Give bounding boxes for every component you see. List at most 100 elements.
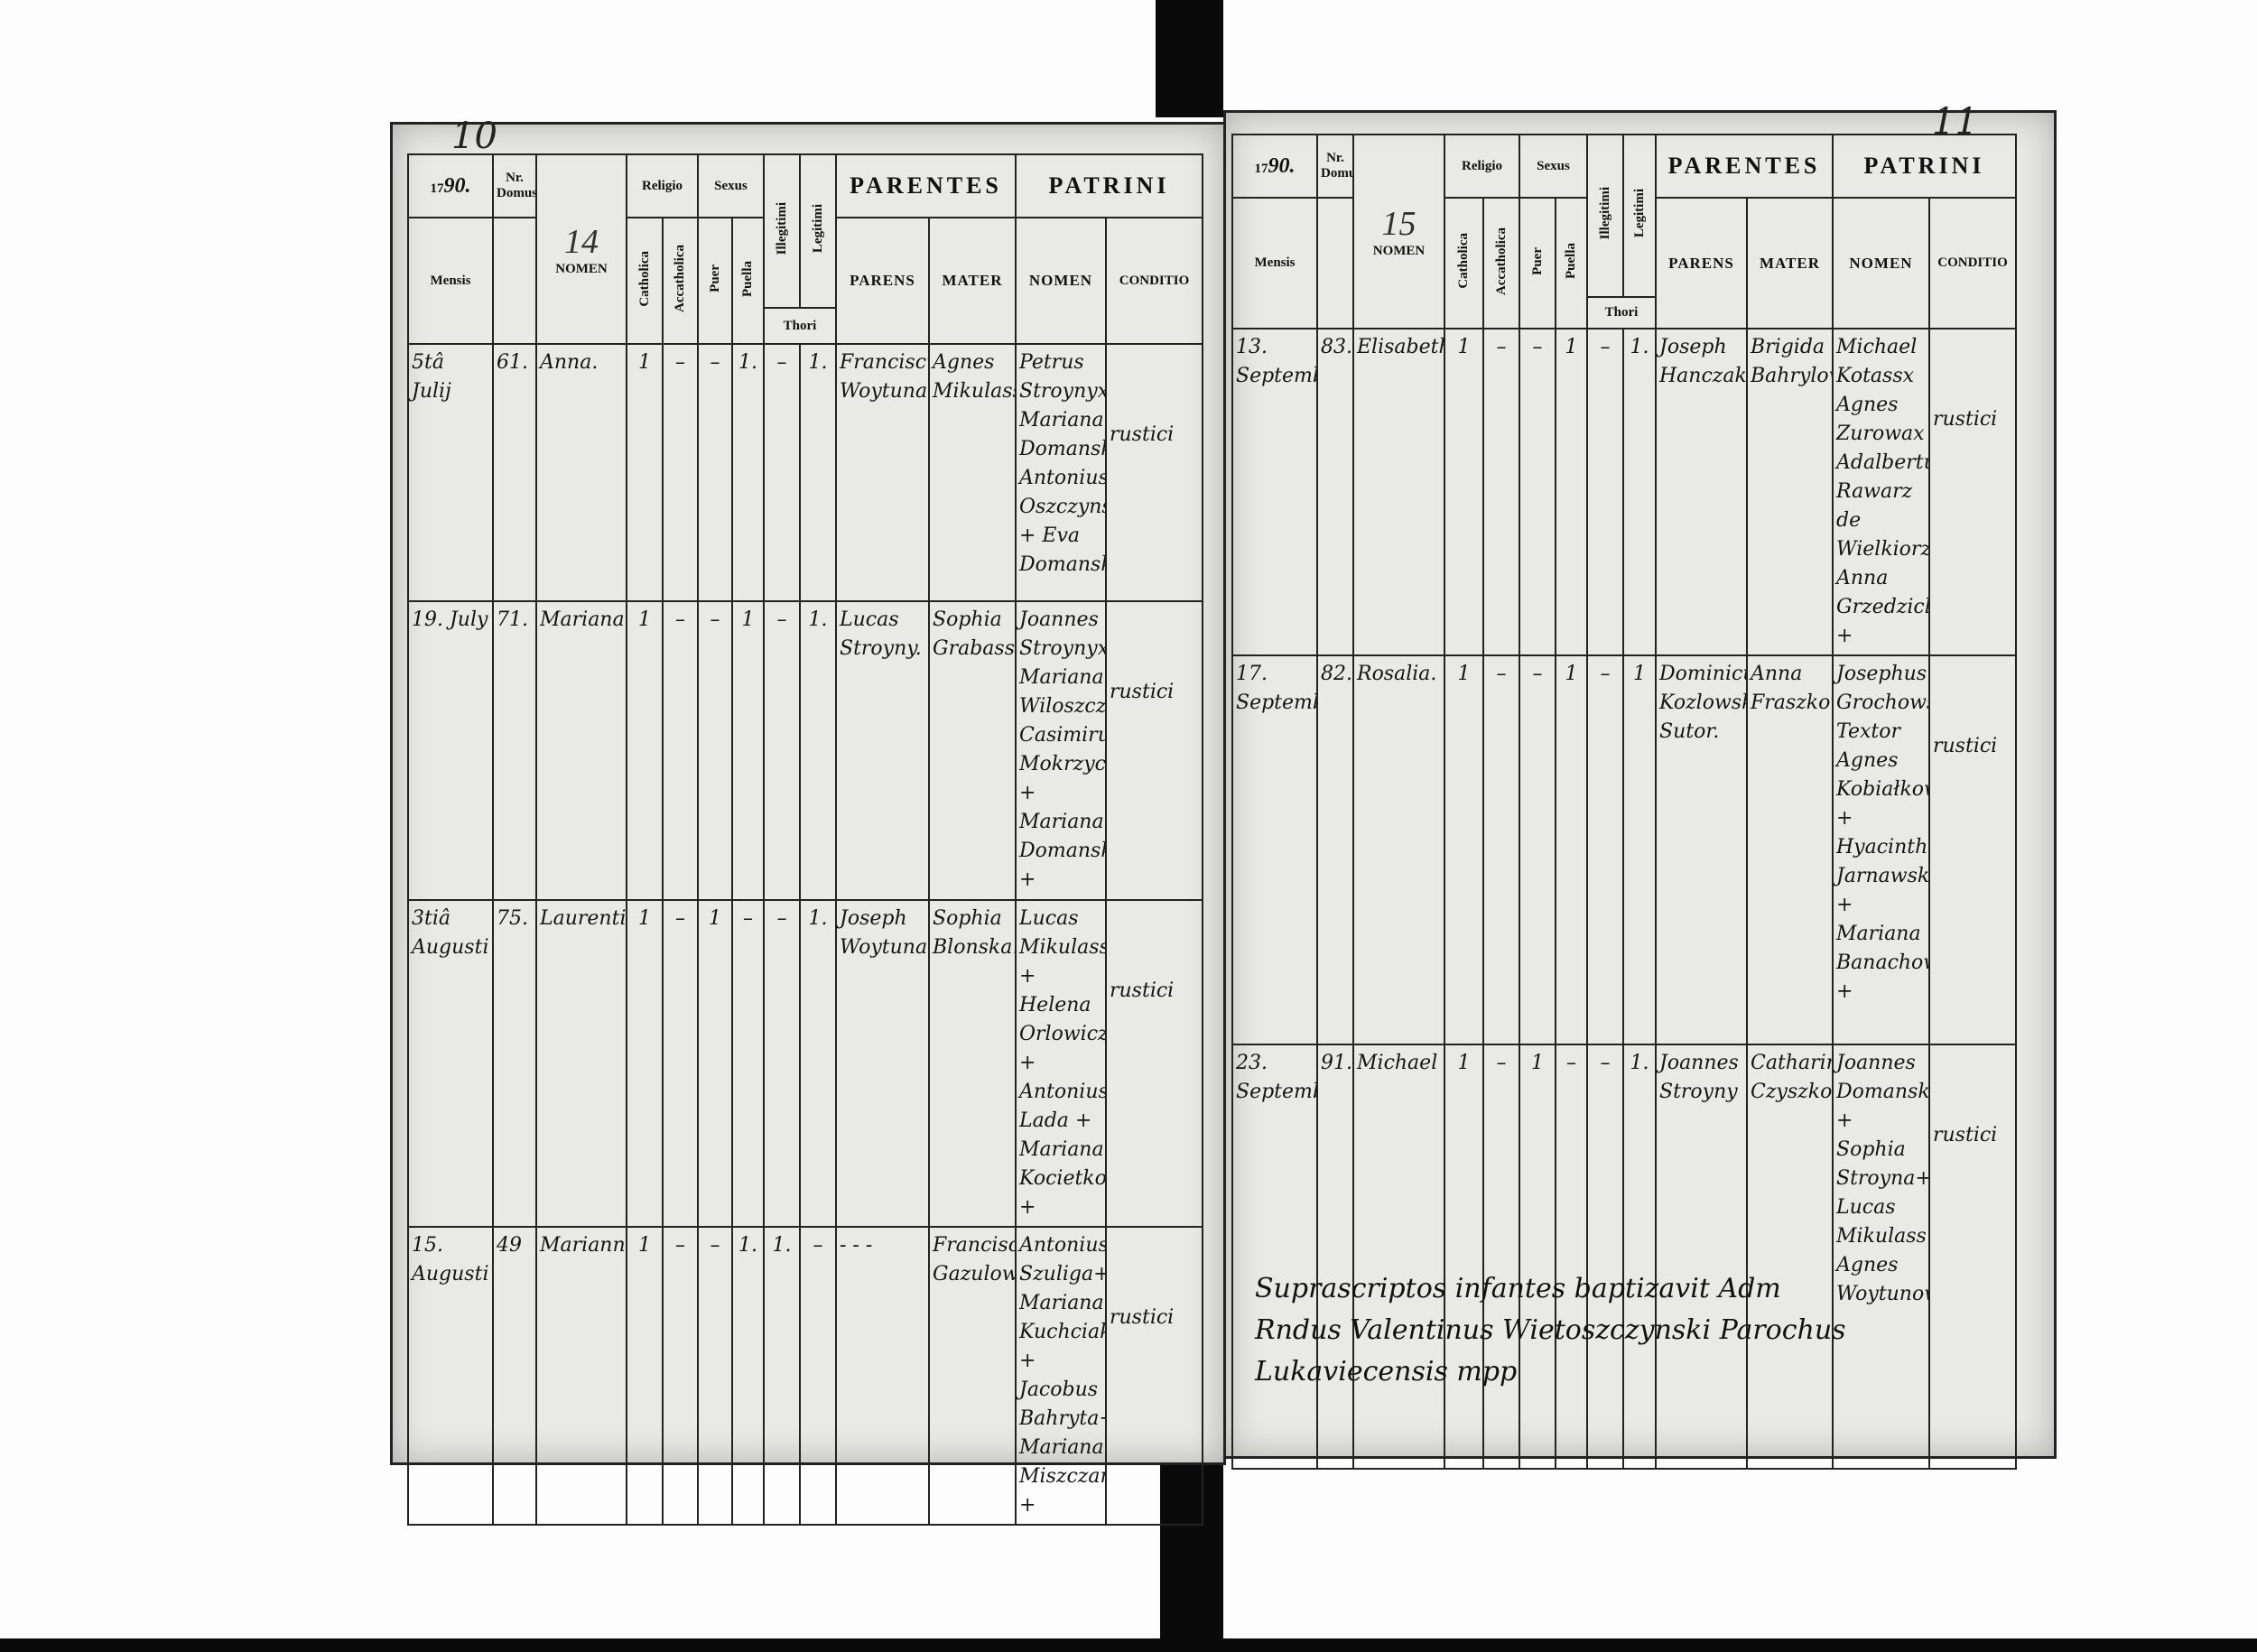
entry-date: 19. July — [407, 600, 494, 901]
entry-conditio: rustici — [1105, 343, 1203, 602]
entry-patrini: Michael Kotassx Agnes Zurowax Adalbertus… — [1832, 328, 1930, 656]
entry-date-text: 13. Septembris — [1236, 336, 1315, 387]
entry-catholica-text: 1 — [1457, 663, 1471, 685]
sexus-header-text: Sexus — [1537, 158, 1570, 173]
entry-nr-text: 75. — [497, 907, 528, 930]
entry-date-text: 5tâ Julij — [412, 351, 451, 403]
patrini-nomen-header-text: NOMEN — [1028, 272, 1093, 289]
entry-illegitimi-text: – — [1600, 336, 1611, 358]
entry-legitimi: 1. — [1622, 328, 1657, 656]
entry-nr-text: 91. — [1321, 1052, 1352, 1074]
entry-mater: Sophia Blonska. — [928, 899, 1017, 1228]
entry-mater: Brigida Bahrylowna — [1746, 328, 1834, 656]
entry-patrini: Petrus Stroynyx Mariana Domanskax Antoni… — [1015, 343, 1107, 602]
puer-header-text: Puer — [1529, 246, 1545, 275]
entry-accatholica-text: – — [675, 351, 685, 374]
legitimi-header-text: Legitimi — [810, 204, 825, 254]
entry-illegitimi: – — [1586, 1044, 1624, 1470]
sexus-header: Sexus — [697, 153, 765, 218]
legitimi-header-text: Legitimi — [1631, 189, 1647, 238]
entry-puer-text: – — [1532, 336, 1543, 358]
entry-mater: Agnes Mikulassowna — [928, 343, 1017, 602]
parens-header-text: PARENS — [850, 272, 915, 289]
entry-legitimi-text: – — [813, 1234, 823, 1257]
entry-mater-text: Anna Fraszkowna — [1751, 663, 1831, 714]
entry-accatholica-text: – — [675, 907, 685, 930]
register-entry-row: 3tiâ Augusti75.Laurentius.1–1––1.Joseph … — [407, 899, 1203, 1228]
entry-puella: – — [1555, 1044, 1588, 1470]
entry-mater: Anna Fraszkowna — [1746, 654, 1834, 1045]
entry-patrini-text: Joannes Domanski + Sophia Stroyna+ Lucas… — [1836, 1052, 1929, 1305]
entry-nr: 61. — [492, 343, 537, 602]
entry-patrini: Joannes Domanski + Sophia Stroyna+ Lucas… — [1832, 1044, 1930, 1470]
entry-puer-text: 1 — [1531, 1052, 1544, 1074]
entry-illegitimi: – — [763, 600, 801, 901]
catholica-header-text: Catholica — [1456, 233, 1471, 289]
entry-patrini: Josephus Grochowski Textor Agnes Kobiałk… — [1832, 654, 1930, 1045]
sexus-header: Sexus — [1519, 134, 1588, 199]
entry-parens-text: Joseph Woytuna. — [840, 907, 929, 959]
puella-header: Puella — [1555, 197, 1588, 329]
nomen-header-text: NOMEN — [555, 261, 608, 276]
mater-header-text: MATER — [942, 272, 1003, 289]
entry-accatholica: – — [1482, 328, 1520, 656]
entry-puer-text: – — [710, 351, 720, 374]
entry-mater-text: Catharina Czyszkowska. — [1751, 1052, 1833, 1103]
entry-puer: 1 — [697, 899, 733, 1228]
entry-nomen-text: Laurentius. — [540, 907, 627, 930]
entry-nr-text: 82. — [1321, 663, 1352, 685]
parens-header: PARENS — [835, 217, 930, 345]
year-print: 17 — [430, 181, 444, 196]
entry-puella: 1 — [1555, 654, 1588, 1045]
entry-mater-text: Agnes Mikulassowna — [933, 351, 1014, 403]
entry-legitimi: 1. — [799, 343, 837, 602]
nr-domus-header-text: Nr. Domus — [1321, 151, 1351, 181]
mensis-header-text: Mensis — [430, 273, 471, 288]
puella-header-text: Puella — [1564, 243, 1578, 279]
entry-illegitimi-text: – — [776, 608, 787, 631]
entry-legitimi: 1 — [1622, 654, 1657, 1045]
entry-conditio: rustici — [1105, 899, 1203, 1228]
entry-nr-text: 49 — [497, 1234, 522, 1257]
entry-date: 5tâ Julij — [407, 343, 494, 602]
thori-header-text: Thori — [1604, 305, 1639, 320]
scanner-gutter-top — [1156, 0, 1223, 117]
entry-legitimi-text: 1. — [808, 608, 828, 631]
illegitimi-header-text: Illegitimi — [774, 202, 789, 255]
patrini-header: PATRINI — [1015, 153, 1203, 218]
entry-parens: Joseph Hanczakowski — [1655, 328, 1748, 656]
entry-catholica: 1 — [626, 600, 664, 901]
legitimi-header: Legitimi — [1622, 134, 1657, 298]
entry-illegitimi: – — [1586, 654, 1624, 1045]
entry-puer-text: – — [710, 608, 720, 631]
scanner-bottom-band — [0, 1638, 2257, 1652]
entry-date-text: 23. Septembris — [1236, 1052, 1315, 1103]
entry-nomen: Elisabetha. — [1352, 328, 1445, 656]
entry-illegitimi-text: 1. — [772, 1234, 792, 1257]
entry-accatholica: – — [662, 343, 699, 602]
entry-conditio-text: rustici — [1933, 1124, 1998, 1146]
year-handwritten: 90. — [443, 173, 471, 198]
entry-catholica-text: 1 — [1457, 336, 1471, 358]
nr-domus-header: Nr. Domus — [1316, 134, 1354, 199]
entry-patrini: Lucas Mikulass + Helena Orlowiczowa + An… — [1015, 899, 1107, 1228]
patrini-header-text: PATRINI — [1048, 172, 1170, 199]
register-entry-row: 15. Augusti49Marianna1––1.1.–- - -Franci… — [407, 1226, 1203, 1526]
illegitimi-header: Illegitimi — [763, 153, 801, 309]
entry-legitimi-text: 1. — [808, 907, 828, 930]
entry-patrini-text: Joannes Stroynyx Mariana Wiloszczynska+ … — [1019, 608, 1106, 891]
nomen-header: 15 NOMEN — [1352, 134, 1445, 329]
mensis-header: Mensis — [407, 217, 494, 345]
entry-puella-text: 1 — [741, 608, 755, 631]
entry-nr-text: 83. — [1321, 336, 1352, 358]
conditio-header: CONDITIO — [1105, 217, 1203, 345]
entry-date-text: 15. Augusti — [412, 1234, 489, 1285]
entry-date: 13. Septembris — [1231, 328, 1318, 656]
entry-patrini-text: Lucas Mikulass + Helena Orlowiczowa + An… — [1019, 907, 1106, 1219]
entry-accatholica: – — [1482, 1044, 1520, 1470]
parentes-header-text: PARENTES — [850, 172, 1002, 199]
entry-mater: Sophia Grabassowna — [928, 600, 1017, 901]
entry-catholica-text: 1 — [1457, 1052, 1471, 1074]
entry-parens: Lucas Stroyny. — [835, 600, 930, 901]
conditio-header-text: CONDITIO — [1937, 255, 2008, 270]
